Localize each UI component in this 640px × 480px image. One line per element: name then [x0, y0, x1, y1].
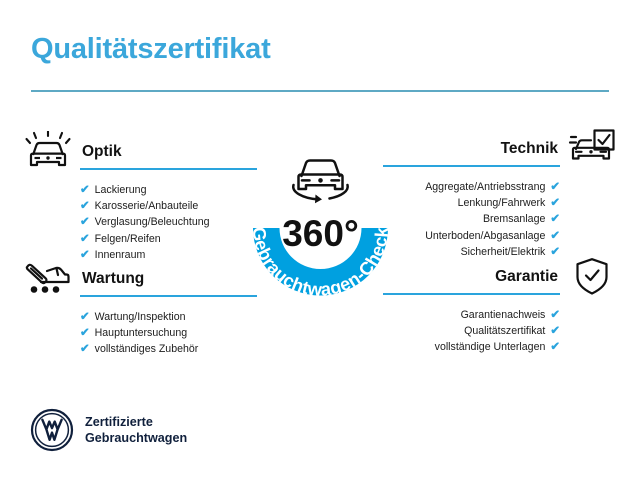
check-icon: ✔ — [80, 232, 90, 245]
car-service-wrench-icon — [23, 258, 73, 300]
check-icon: ✔ — [550, 213, 560, 226]
list-item-label: Wartung/Inspektion — [94, 311, 186, 323]
car-checkbox-icon — [567, 128, 617, 170]
check-icon: ✔ — [80, 200, 90, 213]
badge-ring — [253, 228, 388, 296]
section-header-technik: Technik — [367, 128, 617, 174]
list-item-label: Sicherheit/Elektrik — [460, 245, 546, 258]
badge-360-gebrauchtwagen-check: Gebrauchtwagen-Check 360° — [233, 120, 408, 320]
list-item: ✔ Innenraum — [80, 247, 273, 263]
list-item: ✔ Wartung/Inspektion — [80, 309, 273, 325]
list-item: ✔ Hauptuntersuchung — [80, 325, 273, 341]
list-item: ✔ Felgen/Reifen — [80, 231, 273, 247]
check-icon: ✔ — [80, 311, 90, 323]
car-rotate-360-icon — [292, 159, 349, 204]
list-item-label: Hauptuntersuchung — [94, 327, 188, 340]
checklist-technik: Aggregate/Antriebsstrang ✔ Lenkung/Fahrw… — [367, 179, 560, 260]
shield-check-icon — [567, 256, 617, 298]
check-icon: ✔ — [550, 229, 560, 242]
list-item-label: Felgen/Reifen — [94, 232, 161, 245]
section-technik: Technik Aggregate/Antriebsstrang ✔ Lenku… — [367, 128, 617, 276]
checklist-optik: ✔ Lackierung ✔ Karosserie/Anbauteile ✔ V… — [80, 182, 273, 263]
title-divider — [31, 90, 609, 92]
list-item-label: Unterboden/Abgasanlage — [425, 229, 546, 242]
check-icon: ✔ — [550, 245, 560, 258]
checklist-garantie: Garantienachweis ✔ Qualitätszertifikat ✔… — [367, 307, 560, 356]
list-item-label: vollständige Unterlagen — [434, 341, 546, 354]
list-item-label: Aggregate/Antriebsstrang — [425, 181, 546, 193]
list-item: ✔ Karosserie/Anbauteile — [80, 198, 273, 214]
section-title-technik: Technik — [500, 140, 558, 157]
section-underline-wartung — [80, 295, 257, 297]
list-item: ✔ vollständiges Zubehör — [80, 341, 273, 357]
section-optik: Optik ✔ Lackierung ✔ Karosserie/Anbautei… — [23, 130, 273, 279]
check-icon: ✔ — [80, 216, 90, 229]
check-icon: ✔ — [80, 343, 90, 356]
list-item: Bremsanlage ✔ — [367, 211, 560, 227]
section-header-wartung: Wartung — [23, 258, 273, 304]
section-title-wartung: Wartung — [82, 270, 145, 287]
footer-line-1: Zertifizierte — [85, 415, 153, 429]
section-wartung: Wartung ✔ Wartung/Inspektion ✔ Hauptunte… — [23, 258, 273, 374]
list-item-label: Lenkung/Fahrwerk — [457, 197, 546, 210]
list-item-label: Karosserie/Anbauteile — [94, 200, 199, 213]
list-item-label: vollständiges Zubehör — [94, 343, 199, 356]
section-header-garantie: Garantie — [367, 256, 617, 302]
footer-line-2: Gebrauchtwagen — [85, 431, 188, 445]
list-item: Unterboden/Abgasanlage ✔ — [367, 228, 560, 244]
list-item-label: Innenraum — [94, 248, 146, 261]
check-icon: ✔ — [550, 309, 560, 321]
list-item: ✔ Lackierung — [80, 182, 273, 198]
list-item: Garantienachweis ✔ — [367, 307, 560, 323]
check-icon: ✔ — [550, 197, 560, 210]
section-title-garantie: Garantie — [495, 268, 558, 285]
footer-brand-text: Zertifizierte Gebrauchtwagen — [85, 414, 187, 446]
section-garantie: Garantie Garantienachweis ✔ Qualitätszer… — [367, 256, 617, 372]
volkswagen-logo — [30, 408, 74, 452]
list-item: Qualitätszertifikat ✔ — [367, 323, 560, 339]
section-header-optik: Optik — [23, 130, 273, 177]
section-underline-optik — [80, 168, 257, 170]
check-icon: ✔ — [80, 248, 90, 261]
section-underline-garantie — [383, 293, 560, 295]
page-title: Qualitätszertifikat — [31, 33, 271, 65]
check-icon: ✔ — [80, 327, 90, 340]
list-item-label: Verglasung/Beleuchtung — [94, 216, 210, 229]
footer-brand: Zertifizierte Gebrauchtwagen — [30, 408, 187, 452]
list-item: vollständige Unterlagen ✔ — [367, 339, 560, 355]
check-icon: ✔ — [550, 181, 560, 193]
list-item: Sicherheit/Elektrik ✔ — [367, 244, 560, 260]
list-item-label: Bremsanlage — [482, 213, 546, 226]
car-shine-icon — [23, 130, 73, 173]
list-item-label: Garantienachweis — [460, 309, 546, 321]
badge-center-label: 360° — [282, 213, 359, 254]
list-item: ✔ Verglasung/Beleuchtung — [80, 214, 273, 230]
section-underline-technik — [383, 165, 560, 167]
check-icon: ✔ — [550, 325, 560, 338]
list-item-label: Qualitätszertifikat — [464, 325, 546, 338]
list-item: Lenkung/Fahrwerk ✔ — [367, 195, 560, 211]
list-item: Aggregate/Antriebsstrang ✔ — [367, 179, 560, 195]
checklist-wartung: ✔ Wartung/Inspektion ✔ Hauptuntersuchung… — [80, 309, 273, 358]
check-icon: ✔ — [550, 341, 560, 354]
list-item-label: Lackierung — [94, 184, 147, 196]
section-title-optik: Optik — [82, 143, 122, 160]
check-icon: ✔ — [80, 184, 90, 196]
